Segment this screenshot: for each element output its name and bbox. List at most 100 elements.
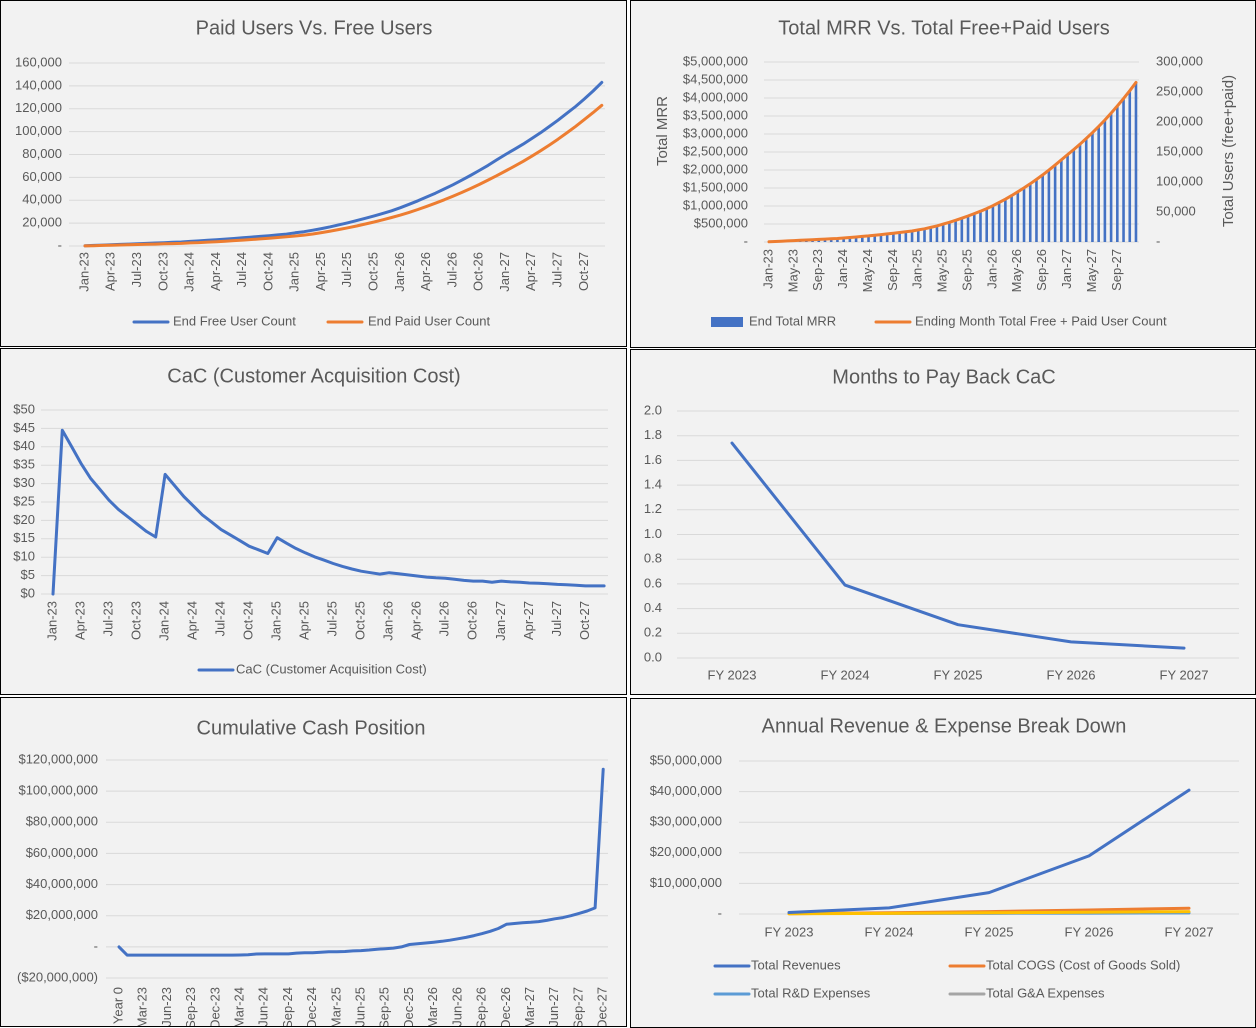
bar xyxy=(1091,132,1094,242)
bar xyxy=(1054,165,1057,242)
y2-tick-label: - xyxy=(1156,233,1160,248)
y-tick-label: 2.0 xyxy=(644,402,662,417)
y-tick-label: - xyxy=(94,938,98,953)
y-tick-label: 1.8 xyxy=(644,427,662,442)
x-tick-label: Dec-25 xyxy=(401,987,416,1027)
y-tick-label: $45 xyxy=(13,420,35,435)
x-tick-label: Sep-26 xyxy=(474,987,489,1027)
y2-tick-label: 250,000 xyxy=(1156,83,1203,98)
y-tick-label: $10,000,000 xyxy=(650,875,722,890)
x-tick-label: Apr-26 xyxy=(409,601,424,640)
x-tick-label: Dec-24 xyxy=(304,987,319,1027)
legend-label: Total COGS (Cost of Goods Sold) xyxy=(986,957,1180,972)
y-tick-label: $20,000,000 xyxy=(26,907,98,922)
bar xyxy=(954,220,957,242)
x-tick-label: FY 2023 xyxy=(708,667,757,682)
x-tick-label: Apr-25 xyxy=(313,252,328,291)
bar xyxy=(961,218,964,242)
legend-label: CaC (Customer Acquisition Cost) xyxy=(236,661,427,676)
chart-svg: Total MRR Vs. Total Free+Paid Users - $500… xyxy=(631,1,1256,348)
y2-tick-label: 300,000 xyxy=(1156,53,1203,68)
y-tick-label: 60,000 xyxy=(22,169,62,184)
y-tick-label: 0.0 xyxy=(644,649,662,664)
y-tick-label: 1.4 xyxy=(644,477,662,492)
bar xyxy=(1128,90,1131,242)
series-line-payback xyxy=(732,443,1184,648)
x-tick-label: Jul-23 xyxy=(129,252,144,287)
x-tick-label: Jul-27 xyxy=(549,601,564,636)
x-tick-label: Jul-25 xyxy=(325,601,340,636)
bar xyxy=(1010,195,1013,242)
y-tick-label: $5 xyxy=(21,567,35,582)
x-tick-label: Mar-24 xyxy=(231,987,246,1027)
y2-tick-label: 100,000 xyxy=(1156,173,1203,188)
y-tick-label: 80,000 xyxy=(22,146,62,161)
y-tick-label: $25 xyxy=(13,493,35,508)
x-tick-label: Oct-24 xyxy=(260,252,275,291)
y-tick-label: $60,000,000 xyxy=(26,845,98,860)
x-tick-label: Jul-26 xyxy=(437,601,452,636)
y-tick-label: $500,000 xyxy=(694,215,748,230)
y-tick-label: $3,000,000 xyxy=(683,125,748,140)
x-tick-label: Sep-27 xyxy=(570,987,585,1027)
x-tick-label: Oct-26 xyxy=(471,252,486,291)
x-tick-label: FY 2025 xyxy=(934,667,983,682)
bar xyxy=(973,214,976,242)
x-tick-label: Year 0 xyxy=(110,987,125,1024)
x-tick-label: Jun-25 xyxy=(353,987,368,1027)
x-tick-label: Mar-25 xyxy=(328,987,343,1027)
x-tick-label: Sep-25 xyxy=(377,987,392,1027)
x-tick-label: Jul-25 xyxy=(339,252,354,287)
y-tick-label: $30 xyxy=(13,475,35,490)
x-tick-label: Jan-26 xyxy=(381,601,396,641)
y-tick-label: $4,500,000 xyxy=(683,71,748,86)
y2-tick-label: 150,000 xyxy=(1156,143,1203,158)
x-tick-label: Jul-27 xyxy=(549,252,564,287)
x-tick-label: Mar-23 xyxy=(135,987,150,1027)
chart-title: Total MRR Vs. Total Free+Paid Users xyxy=(778,17,1109,39)
x-tick-label: FY 2027 xyxy=(1160,667,1209,682)
chart-title: Annual Revenue & Expense Break Down xyxy=(762,715,1127,737)
y-tick-label: $2,500,000 xyxy=(683,143,748,158)
x-tick-label: May-23 xyxy=(785,249,800,292)
x-tick-label: Oct-26 xyxy=(465,601,480,640)
chart-title: Paid Users Vs. Free Users xyxy=(196,17,433,39)
bar xyxy=(929,227,932,242)
x-tick-label: Apr-24 xyxy=(185,601,200,640)
x-tick-label: Sep-23 xyxy=(183,987,198,1027)
x-tick-label: Jan-26 xyxy=(392,252,407,292)
y-tick-label: $40,000,000 xyxy=(26,876,98,891)
y-tick-label: - xyxy=(58,237,62,252)
y-tick-label: - xyxy=(718,905,722,920)
bar xyxy=(992,206,995,242)
x-tick-label: FY 2026 xyxy=(1047,667,1096,682)
x-tick-label: Jan-26 xyxy=(984,249,999,289)
x-tick-label: May-25 xyxy=(935,249,950,292)
bar xyxy=(917,230,920,242)
x-tick-label: Jan-23 xyxy=(76,252,91,292)
y-tick-label: $2,000,000 xyxy=(683,161,748,176)
x-tick-label: FY 2024 xyxy=(821,667,870,682)
x-tick-label: Oct-23 xyxy=(128,601,143,640)
bar xyxy=(967,216,970,242)
x-tick-label: Mar-27 xyxy=(522,987,537,1027)
chart-title: Months to Pay Back CaC xyxy=(832,366,1055,388)
x-tick-label: Dec-23 xyxy=(207,987,222,1027)
y-tick-label: 0.6 xyxy=(644,575,662,590)
y-tick-label: $35 xyxy=(13,457,35,472)
x-tick-label: Oct-25 xyxy=(353,601,368,640)
y-tick-label: $80,000,000 xyxy=(26,814,98,829)
x-tick-label: Jan-25 xyxy=(269,601,284,641)
y-tick-label: $100,000,000 xyxy=(18,783,98,798)
y-tick-label: $40 xyxy=(13,438,35,453)
x-tick-label: Dec-27 xyxy=(595,987,610,1027)
x-tick-label: Jul-24 xyxy=(213,601,228,636)
bar xyxy=(1023,188,1026,242)
x-tick-label: Apr-25 xyxy=(297,601,312,640)
x-tick-label: Sep-27 xyxy=(1109,249,1124,291)
bar xyxy=(1116,106,1119,242)
y-tick-label: $15 xyxy=(13,530,35,545)
y-tick-label: $3,500,000 xyxy=(683,107,748,122)
